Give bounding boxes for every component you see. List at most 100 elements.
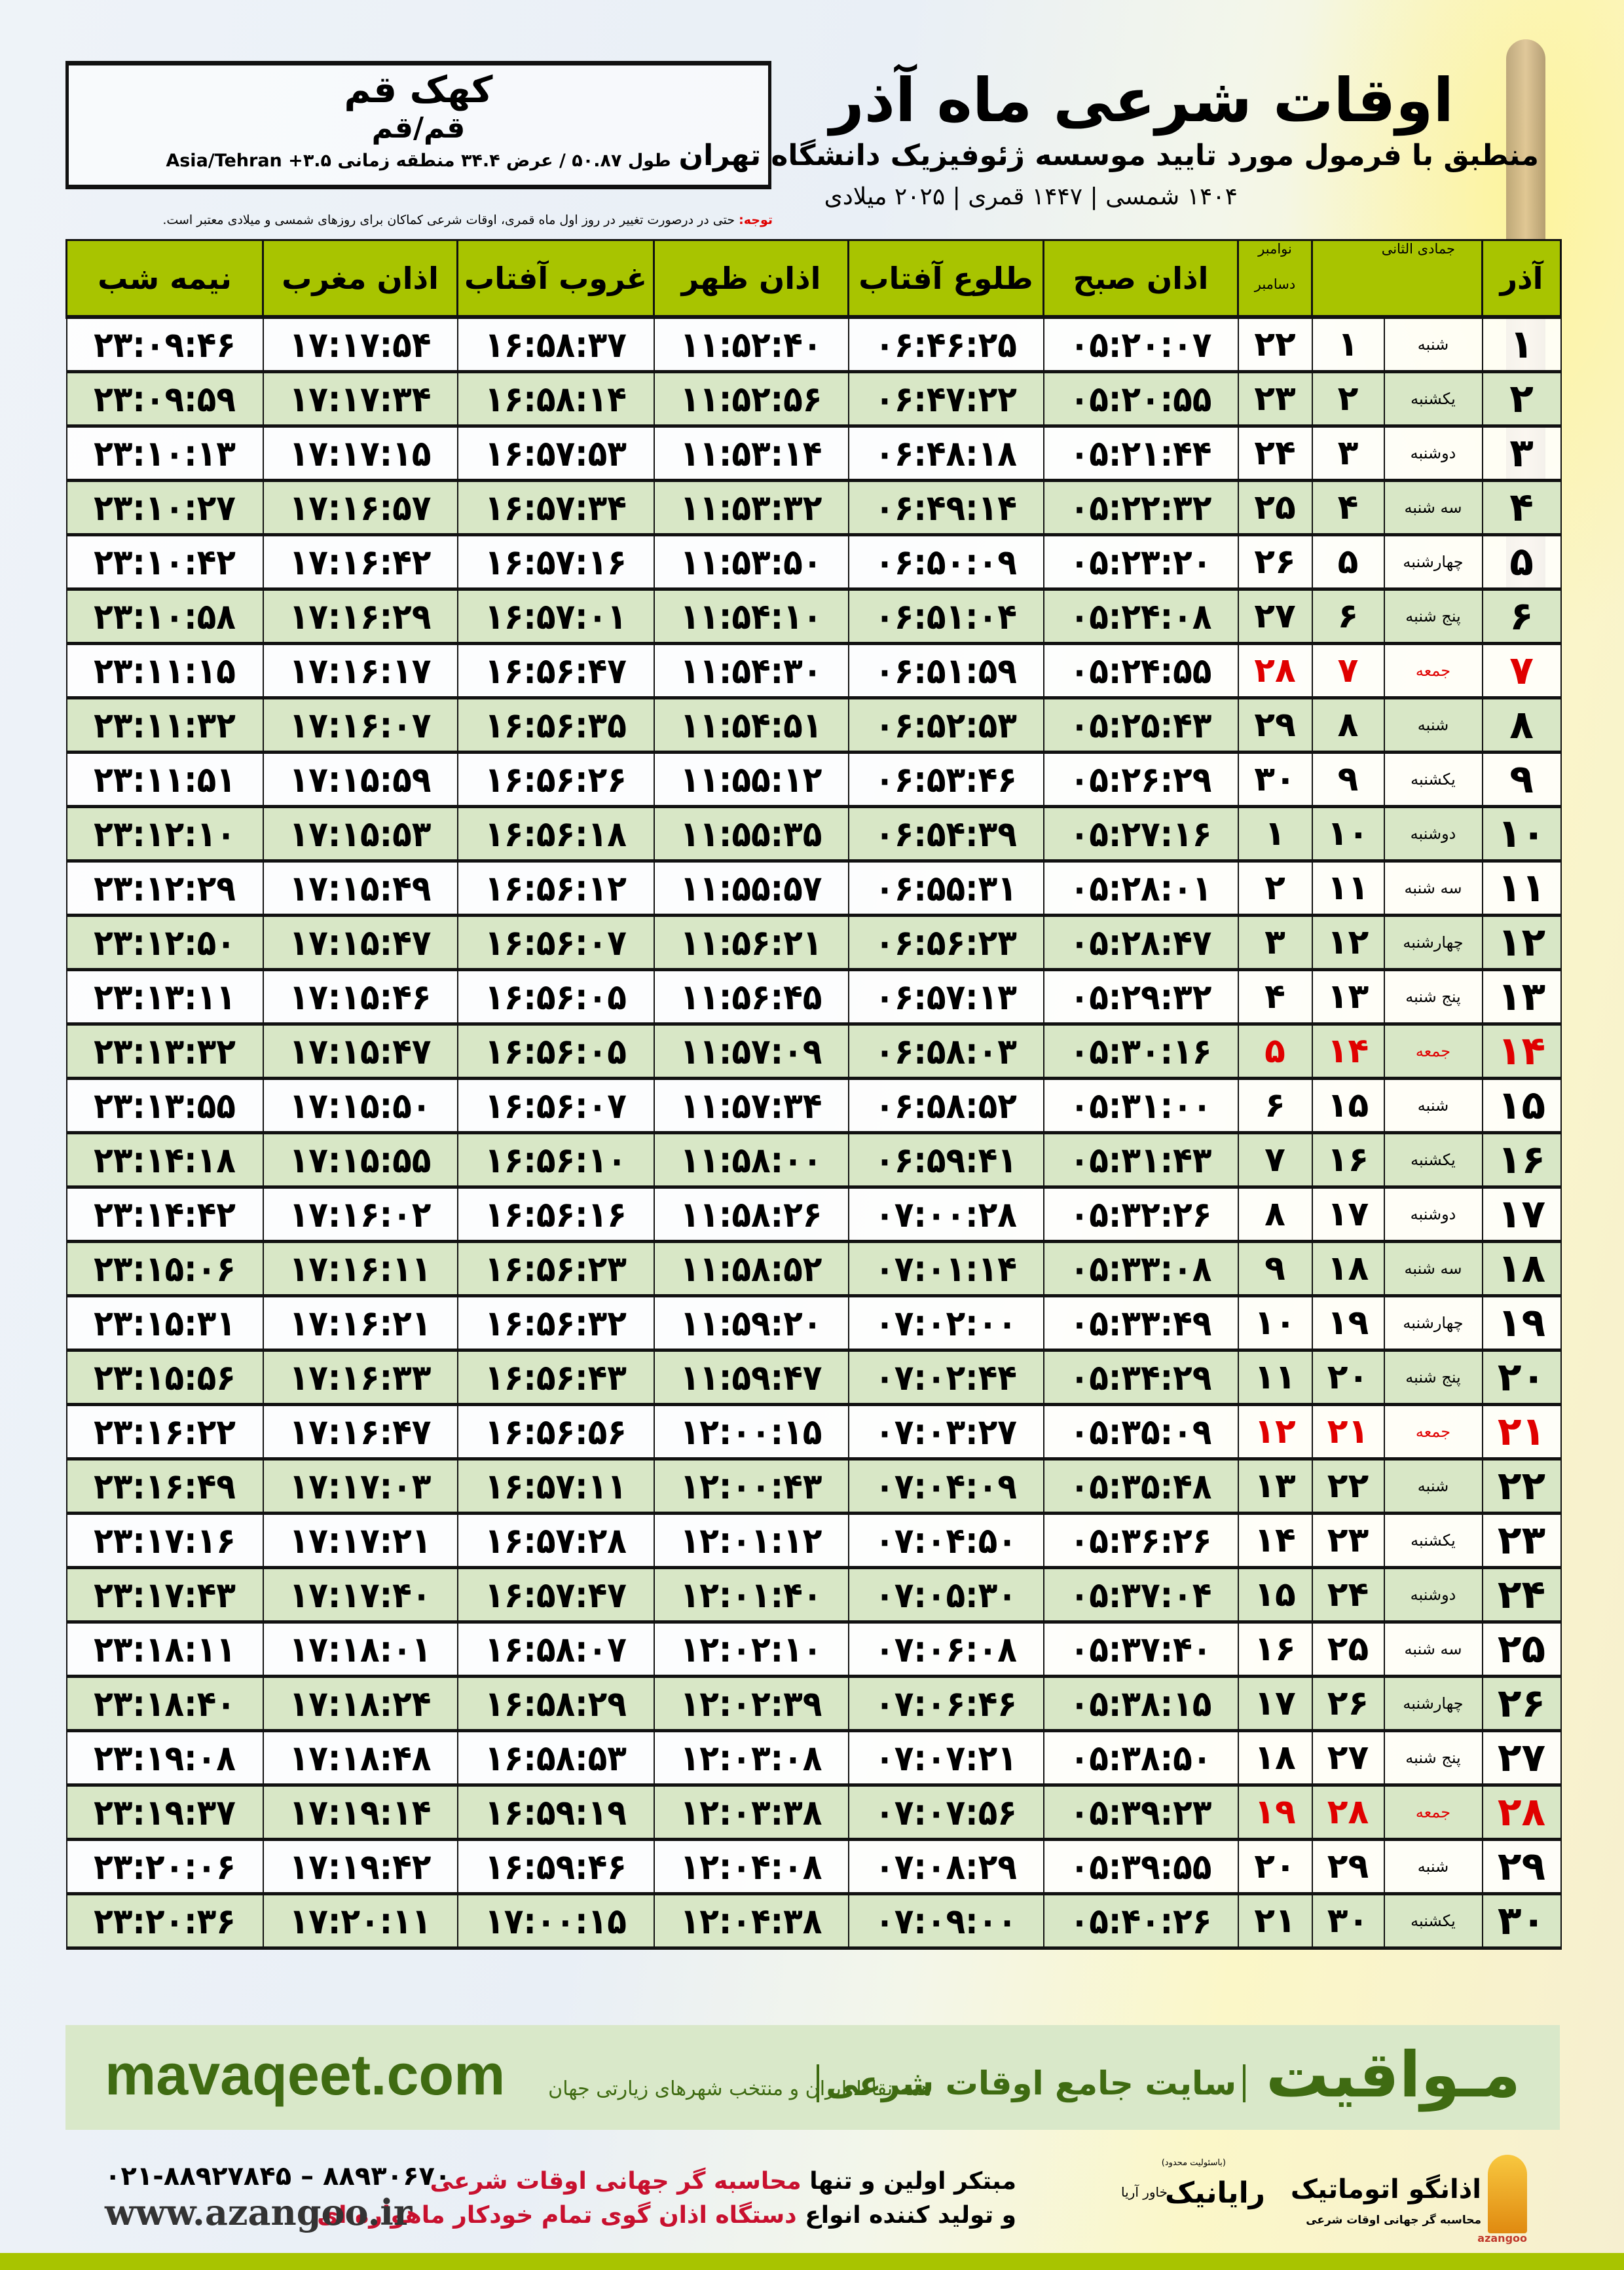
cell-greg: ۷ (1237, 1132, 1313, 1189)
mavaqeet-url[interactable]: mavaqeet.com (105, 2042, 506, 2107)
cell-maghrib: ۱۷:۱۵:۵۳ (262, 806, 458, 863)
cell-weekday: سه شنبه (1383, 479, 1483, 536)
cell-sunset: ۱۶:۵۶:۱۲ (456, 860, 655, 917)
cell-jumada: ۱۷ (1311, 1186, 1385, 1243)
cell-sunset: ۱۶:۵۶:۱۶ (456, 1186, 655, 1243)
azangoo-website[interactable]: www.azangoo.ir (105, 2191, 413, 2233)
cell-sunrise: ۰۶:۴۸:۱۸ (847, 425, 1044, 482)
cell-sunset: ۱۶:۵۶:۴۷ (456, 642, 655, 699)
phone-number: ۰۲۱-۸۸۹۲۷۸۴۵ – ۸۸۹۳۰۶۷۰ (105, 2161, 451, 2191)
rayanik-name: رایانیک (1165, 2176, 1265, 2210)
cell-fajr: ۰۵:۲۴:۰۸ (1043, 588, 1239, 645)
header-midnight: نیمه شب (65, 239, 264, 319)
cell-weekday: شنبه (1383, 697, 1483, 754)
cell-fajr: ۰۵:۴۰:۲۶ (1043, 1893, 1239, 1950)
cell-sunrise: ۰۷:۰۸:۲۹ (847, 1838, 1044, 1895)
cell-sunset: ۱۶:۵۸:۰۷ (456, 1621, 655, 1678)
cell-weekday: چهارشنبه (1383, 1675, 1483, 1732)
cell-maghrib: ۱۷:۱۶:۱۷ (262, 642, 458, 699)
cell-fajr: ۰۵:۳۸:۵۰ (1043, 1730, 1239, 1787)
cell-day: ۲۵ (1481, 1621, 1562, 1678)
table-row: ۲۰ پنج شنبه ۲۰ ۱۱ ۰۵:۳۴:۲۹ ۰۷:۰۲:۴۴ ۱۱:۵۹:۴۷ ۱۶… (65, 1349, 1562, 1406)
cell-greg: ۲۲ (1237, 316, 1313, 373)
header-november: نوامبر (1258, 241, 1292, 257)
cell-maghrib: ۱۷:۱۵:۴۶ (262, 969, 458, 1026)
cell-jumada: ۸ (1311, 697, 1385, 754)
cell-fajr: ۰۵:۳۷:۴۰ (1043, 1621, 1239, 1678)
cell-maghrib: ۱۷:۱۵:۴۷ (262, 1023, 458, 1080)
mavaqeet-logo: مـواقیت (1265, 2038, 1521, 2112)
cell-jumada: ۲۱ (1311, 1404, 1385, 1461)
cell-weekday: پنج شنبه (1383, 969, 1483, 1026)
note-text: حتی در درصورت تغییر در روز اول ماه قمری،… (162, 213, 739, 227)
cell-jumada: ۲۳ (1311, 1512, 1385, 1569)
cell-sunrise: ۰۶:۵۶:۲۳ (847, 914, 1044, 971)
cell-day: ۱۵ (1481, 1077, 1562, 1134)
cell-midnight: ۲۳:۰۹:۴۶ (65, 316, 264, 373)
cell-day: ۱۱ (1481, 860, 1562, 917)
cell-sunset: ۱۶:۵۷:۵۳ (456, 425, 655, 482)
cell-midnight: ۲۳:۰۹:۵۹ (65, 371, 264, 428)
cell-greg: ۳ (1237, 914, 1313, 971)
cell-fajr: ۰۵:۳۵:۴۸ (1043, 1458, 1239, 1515)
azangoo-name: اذانگو اتوماتیک (1290, 2174, 1481, 2205)
table-row: ۶ پنج شنبه ۶ ۲۷ ۰۵:۲۴:۰۸ ۰۶:۵۱:۰۴ ۱۱:۵۴:۱۰ ۱۶:۵… (65, 588, 1562, 645)
cell-weekday: پنج شنبه (1383, 588, 1483, 645)
cell-sunrise: ۰۷:۰۷:۲۱ (847, 1730, 1044, 1787)
cell-jumada: ۲۷ (1311, 1730, 1385, 1787)
cell-dhuhr: ۱۱:۵۲:۴۰ (653, 316, 849, 373)
cell-dhuhr: ۱۲:۰۳:۳۸ (653, 1784, 849, 1841)
cell-day: ۲ (1481, 371, 1562, 428)
cell-dhuhr: ۱۱:۵۷:۰۹ (653, 1023, 849, 1080)
cell-maghrib: ۱۷:۱۷:۴۰ (262, 1567, 458, 1624)
cell-day: ۴ (1481, 479, 1562, 536)
prayer-times-table: آذر جمادی الثانی نوامبر دسامبر اذان صبح … (65, 239, 1562, 1950)
cell-greg: ۱ (1237, 806, 1313, 863)
cell-fajr: ۰۵:۳۴:۲۹ (1043, 1349, 1239, 1406)
header-jumada: جمادی الثانی (1311, 239, 1483, 319)
year-line: ۱۴۰۴ شمسی | ۱۴۴۷ قمری | ۲۰۲۵ میلادی (824, 183, 1238, 210)
cell-sunrise: ۰۶:۵۰:۰۹ (847, 534, 1044, 591)
cell-dhuhr: ۱۲:۰۱:۴۰ (653, 1567, 849, 1624)
cell-sunrise: ۰۶:۵۲:۵۳ (847, 697, 1044, 754)
cell-weekday: دوشنبه (1383, 1186, 1483, 1243)
cell-greg: ۱۸ (1237, 1730, 1313, 1787)
cell-greg: ۴ (1237, 969, 1313, 1026)
cell-dhuhr: ۱۱:۵۸:۵۲ (653, 1240, 849, 1297)
cell-day: ۱۶ (1481, 1132, 1562, 1189)
cell-fajr: ۰۵:۳۷:۰۴ (1043, 1567, 1239, 1624)
cell-weekday: یکشنبه (1383, 1893, 1483, 1950)
cell-weekday: یکشنبه (1383, 1512, 1483, 1569)
cell-greg: ۲۱ (1237, 1893, 1313, 1950)
cell-jumada: ۲۸ (1311, 1784, 1385, 1841)
cell-sunset: ۱۶:۵۹:۴۶ (456, 1838, 655, 1895)
mavaqeet-banner: مـواقیت سایت جامع اوقات شرعی همه نقاط ای… (65, 2025, 1560, 2130)
cell-maghrib: ۱۷:۱۹:۱۴ (262, 1784, 458, 1841)
cell-maghrib: ۱۷:۲۰:۱۱ (262, 1893, 458, 1950)
cell-sunset: ۱۷:۰۰:۱۵ (456, 1893, 655, 1950)
table-row: ۲۸ جمعه ۲۸ ۱۹ ۰۵:۳۹:۲۳ ۰۷:۰۷:۵۶ ۱۲:۰۳:۳۸ ۱۶:۵۹:… (65, 1784, 1562, 1841)
cell-greg: ۸ (1237, 1186, 1313, 1243)
table-row: ۱۴ جمعه ۱۴ ۵ ۰۵:۳۰:۱۶ ۰۶:۵۸:۰۳ ۱۱:۵۷:۰۹ ۱۶:۵۶:۰… (65, 1023, 1562, 1080)
cell-dhuhr: ۱۲:۰۲:۳۹ (653, 1675, 849, 1732)
cell-weekday: سه شنبه (1383, 860, 1483, 917)
cell-greg: ۱۳ (1237, 1458, 1313, 1515)
cell-sunrise: ۰۷:۰۴:۰۹ (847, 1458, 1044, 1515)
cell-sunrise: ۰۷:۰۳:۲۷ (847, 1404, 1044, 1461)
cell-midnight: ۲۳:۱۴:۱۸ (65, 1132, 264, 1189)
cell-greg: ۱۷ (1237, 1675, 1313, 1732)
site-title: سایت جامع اوقات شرعی (817, 2064, 1246, 2102)
table-row: ۱۹ چهارشنبه ۱۹ ۱۰ ۰۵:۳۳:۴۹ ۰۷:۰۲:۰۰ ۱۱:۵۹:۲۰ ۱۶… (65, 1295, 1562, 1352)
cell-sunset: ۱۶:۵۷:۴۷ (456, 1567, 655, 1624)
cell-sunset: ۱۶:۵۶:۱۸ (456, 806, 655, 863)
cell-dhuhr: ۱۲:۰۳:۰۸ (653, 1730, 849, 1787)
header-fajr: اذان صبح (1043, 239, 1239, 319)
sponsor-footer: اذانگو اتوماتیک محاسبه گر جهانی اوقات شر… (65, 2151, 1560, 2244)
cell-greg: ۱۱ (1237, 1349, 1313, 1406)
rayanik-sub: خاور آریا (1121, 2184, 1168, 2200)
table-row: ۴ سه شنبه ۴ ۲۵ ۰۵:۲۲:۳۲ ۰۶:۴۹:۱۴ ۱۱:۵۳:۳۲ ۱۶:۵۷… (65, 479, 1562, 536)
cell-greg: ۹ (1237, 1240, 1313, 1297)
cell-sunrise: ۰۷:۰۱:۱۴ (847, 1240, 1044, 1297)
cell-weekday: چهارشنبه (1383, 1295, 1483, 1352)
cell-sunrise: ۰۶:۵۵:۳۱ (847, 860, 1044, 917)
